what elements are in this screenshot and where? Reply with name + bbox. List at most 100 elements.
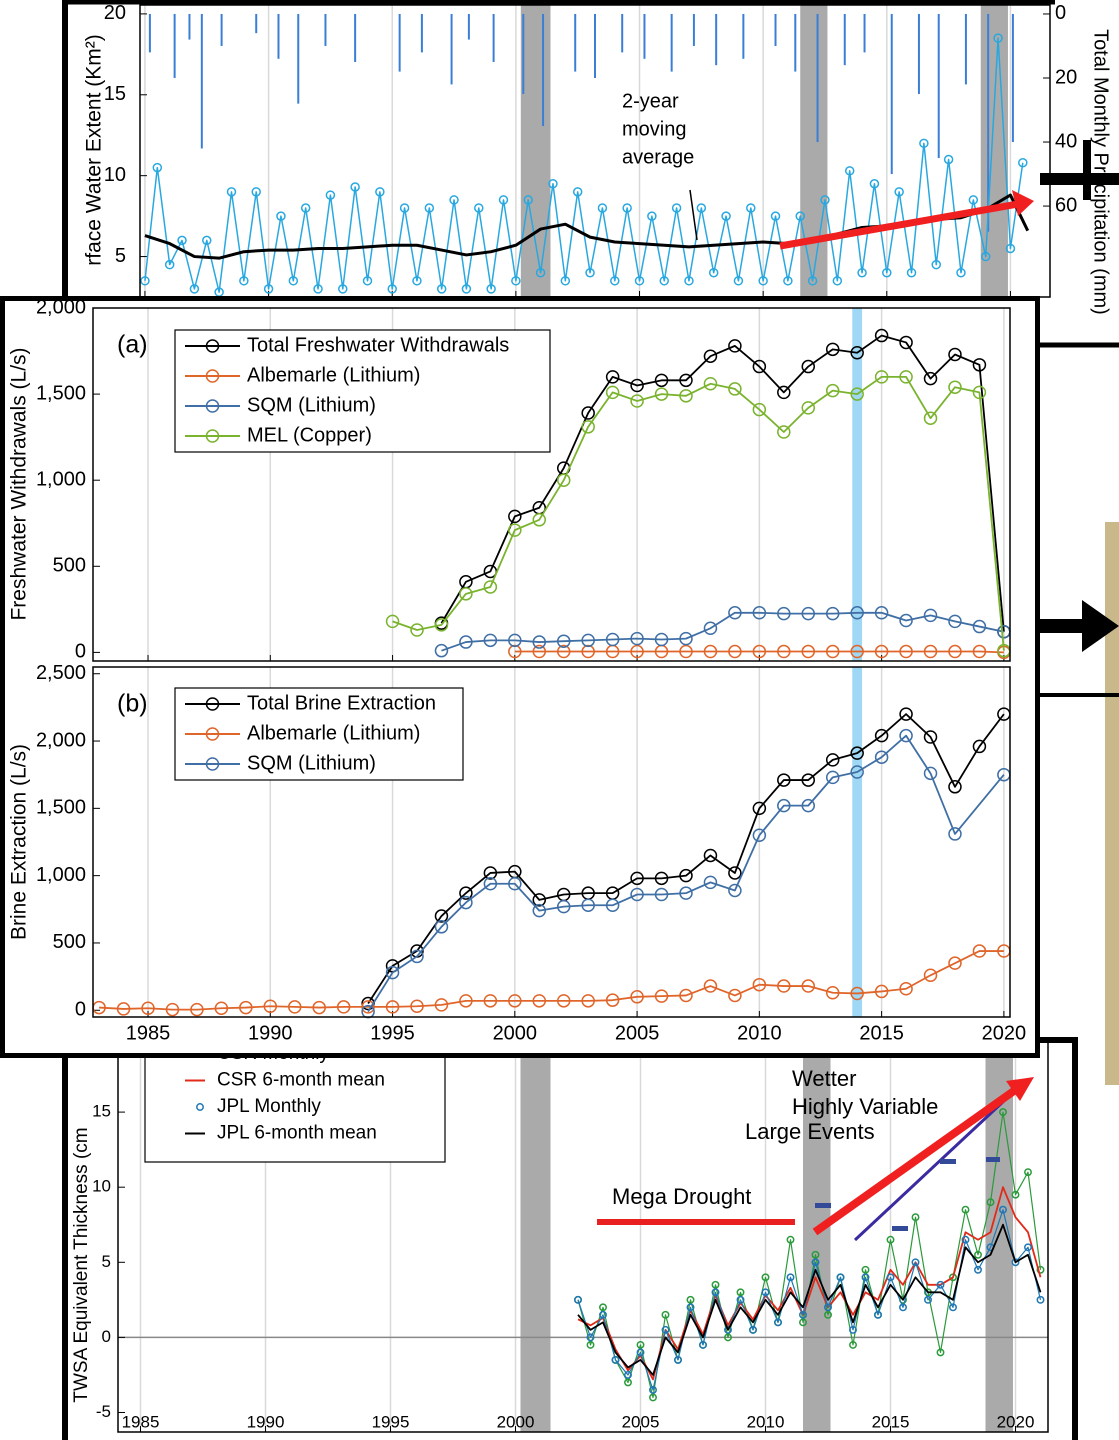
- legend-label: Albemarle (Lithium): [247, 722, 420, 744]
- annotation: Large Events: [745, 1119, 875, 1144]
- y-tick-label: 500: [53, 931, 86, 953]
- precip-bar: [693, 14, 695, 46]
- page: 51015200204060rface Water Extent (Km²)To…: [0, 0, 1119, 1440]
- precip-bar: [421, 14, 423, 52]
- x-tick-label: 1995: [372, 1412, 410, 1431]
- x-tick-label: 1995: [370, 1022, 415, 1044]
- precip-bar: [493, 14, 495, 62]
- y-tick-label: 0: [102, 1327, 111, 1346]
- y-tick-label: 1,000: [36, 864, 86, 886]
- x-tick-label: 1985: [126, 1022, 171, 1044]
- y-tick-label: 1,500: [36, 382, 86, 404]
- precip-bar: [1012, 14, 1014, 142]
- shaded-span: [521, 1040, 551, 1432]
- y-tick-label: 500: [53, 555, 86, 577]
- precip-bar: [643, 14, 645, 59]
- precip-bar: [399, 14, 401, 72]
- x-tick-label: 2015: [859, 1022, 904, 1044]
- legend-label: MEL (Copper): [247, 424, 372, 446]
- precip-bar: [671, 14, 673, 72]
- figure: 51015200204060rface Water Extent (Km²)To…: [0, 0, 1119, 1440]
- x-tick-label: 2000: [497, 1412, 535, 1431]
- precip-bar: [149, 14, 151, 52]
- precip-bar: [221, 14, 223, 46]
- precip-bar: [522, 14, 524, 94]
- precip-bar: [794, 14, 796, 72]
- event-dash: [815, 1203, 831, 1208]
- annotation: average: [622, 146, 694, 168]
- annotation: Highly Variable: [792, 1094, 938, 1119]
- y2-tick-label: 20: [1055, 66, 1077, 88]
- y-axis-label: Freshwater Withdrawals (L/s): [8, 347, 31, 620]
- legend-label: Total Brine Extraction: [247, 692, 436, 714]
- precip-bar: [918, 14, 920, 94]
- precip-bar: [277, 14, 279, 59]
- y-tick-label: 10: [92, 1177, 111, 1196]
- x-tick-label: 2000: [493, 1022, 538, 1044]
- precip-bar: [468, 14, 470, 40]
- y-tick-label: 20: [104, 2, 126, 24]
- y-tick-label: 1,000: [36, 468, 86, 490]
- precip-bar: [817, 14, 819, 142]
- precip-bar: [174, 14, 176, 78]
- y2-axis-label: Total Monthly Precipitation (mm): [1090, 29, 1112, 315]
- precip-bar: [594, 14, 596, 78]
- y-tick-label: 0: [75, 641, 86, 663]
- precip-bar: [742, 14, 744, 59]
- arrow: [1040, 619, 1085, 633]
- precip-bar: [938, 14, 940, 158]
- precip-bar: [297, 14, 299, 104]
- x-tick-label: 2010: [747, 1412, 785, 1431]
- precip-bar: [324, 14, 326, 46]
- x-tick-label: 2020: [982, 1022, 1027, 1044]
- arrow: [1083, 140, 1091, 200]
- precip-bar: [354, 14, 356, 62]
- legend-label: JPL 6-month mean: [217, 1123, 377, 1144]
- precip-bar: [255, 14, 257, 33]
- precip-bar: [542, 14, 544, 126]
- precip-bar: [864, 14, 866, 52]
- y2-tick-label: 40: [1055, 130, 1077, 152]
- y-tick-label: 2,500: [36, 662, 86, 684]
- annotation: moving: [622, 118, 686, 140]
- shaded-span: [800, 5, 827, 297]
- x-tick-label: 1985: [122, 1412, 160, 1431]
- event-dash: [892, 1226, 908, 1231]
- legend-label: Total Freshwater Withdrawals: [247, 334, 509, 356]
- arrow: [1040, 173, 1119, 185]
- precip-bar: [891, 14, 893, 174]
- y-tick-label: 5: [115, 245, 126, 267]
- panel-label: (a): [117, 331, 148, 359]
- legend-label: JPL Monthly: [217, 1096, 321, 1117]
- y2-tick-label: 0: [1055, 2, 1066, 24]
- y-tick-label: -5: [96, 1402, 111, 1421]
- legend-label: CSR 6-month mean: [217, 1070, 385, 1091]
- annotation: 2-year: [622, 90, 679, 112]
- legend-label: SQM (Lithium): [247, 752, 376, 774]
- y-axis-label: rface Water Extent (Km²): [83, 34, 106, 265]
- photo-edge: [1105, 522, 1119, 1085]
- x-tick-label: 2020: [997, 1412, 1035, 1431]
- precip-bar: [574, 14, 576, 72]
- y-tick-label: 2,000: [36, 296, 86, 318]
- precip-bar: [201, 14, 203, 148]
- shaded-span: [852, 667, 862, 1017]
- y-tick-label: 2,000: [36, 729, 86, 751]
- x-tick-label: 2015: [872, 1412, 910, 1431]
- precip-bar: [715, 14, 717, 65]
- y-tick-label: 0: [75, 999, 86, 1021]
- y-tick-label: 1,500: [36, 797, 86, 819]
- x-tick-label: 2005: [622, 1412, 660, 1431]
- panel-label: (b): [117, 690, 148, 718]
- x-tick-label: 1990: [247, 1412, 285, 1431]
- event-dash: [940, 1159, 956, 1164]
- shaded-span: [521, 5, 551, 297]
- annotation: Wetter: [792, 1066, 856, 1091]
- precip-bar: [775, 14, 777, 46]
- pointer: [690, 190, 697, 240]
- y-tick-label: 10: [104, 164, 126, 186]
- twsa-panel: 19851990199520002005201020152020-5051015…: [71, 1040, 1048, 1432]
- event-dash: [986, 1157, 1000, 1162]
- y-axis-label: Brine Extraction (L/s): [8, 744, 31, 940]
